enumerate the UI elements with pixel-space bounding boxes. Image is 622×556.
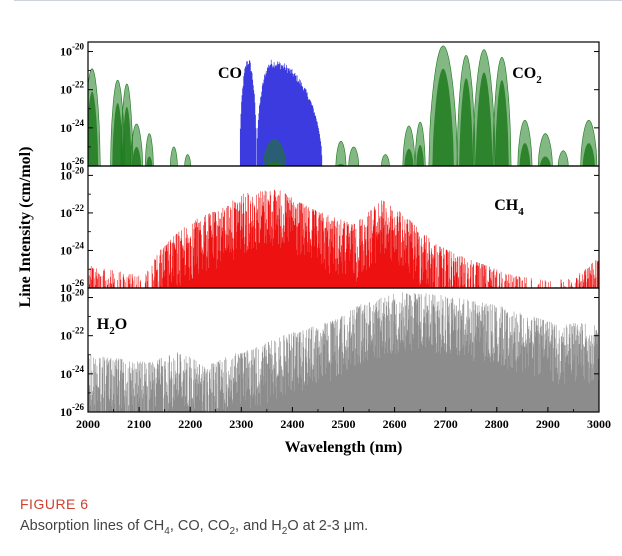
y-tick-label: 10-20 bbox=[60, 288, 84, 305]
x-tick-label: 3000 bbox=[587, 417, 611, 431]
x-tick-label: 2300 bbox=[229, 417, 253, 431]
x-tick-label: 2100 bbox=[127, 417, 151, 431]
caption-subscript: 2 bbox=[229, 525, 236, 537]
x-axis-title: Wavelength (nm) bbox=[285, 439, 403, 456]
co2-band-lobe bbox=[184, 154, 192, 166]
caption-text-part: , CO, CO bbox=[169, 518, 230, 534]
figure-caption: FIGURE 6 Absorption lines of CH4, CO, CO… bbox=[20, 496, 610, 537]
caption-text-part: , and H bbox=[235, 518, 282, 534]
y-tick-label: 10-22 bbox=[60, 326, 84, 343]
x-tick-label: 2500 bbox=[332, 417, 356, 431]
caption-text-part: O at 2-3 μm. bbox=[287, 518, 369, 534]
co2-band-lobe bbox=[537, 133, 553, 166]
co2-band-lobe bbox=[169, 146, 178, 166]
h2o-lines bbox=[88, 292, 599, 412]
y-tick-label: 10-22 bbox=[60, 80, 84, 97]
caption-subscript: 4 bbox=[164, 525, 170, 537]
x-tick-label: 2900 bbox=[536, 417, 560, 431]
plot-area bbox=[88, 189, 599, 288]
co2-band-core bbox=[519, 143, 531, 166]
caption-text: Absorption lines of CH4, CO, CO2, and H2… bbox=[20, 518, 610, 537]
x-tick-label: 2800 bbox=[485, 417, 509, 431]
figure-top-border bbox=[14, 0, 622, 1]
co2-band-core bbox=[432, 68, 454, 166]
y-tick-label: 10-26 bbox=[60, 156, 84, 173]
co2-band-core bbox=[112, 103, 123, 166]
co2-band-core bbox=[266, 162, 283, 166]
co2-band-lobe bbox=[557, 150, 569, 166]
plot-area bbox=[88, 292, 599, 412]
series-ch4 bbox=[88, 189, 599, 288]
species-label: CO2 bbox=[512, 65, 542, 86]
x-tick-label: 2000 bbox=[76, 417, 100, 431]
y-tick-label: 10-24 bbox=[60, 240, 84, 257]
co-band-lines bbox=[239, 60, 257, 166]
x-tick-label: 2700 bbox=[434, 417, 458, 431]
co2-band-core bbox=[131, 146, 142, 166]
co2-band-core bbox=[582, 143, 595, 166]
x-axis: 2000 2100 2200 2300 2400 2500 2600 2700 2800 2900… bbox=[76, 407, 611, 431]
caption-label: FIGURE 6 bbox=[20, 496, 89, 512]
ch4-lines bbox=[88, 189, 599, 288]
plot-area bbox=[88, 45, 598, 166]
panel-co-co2: 10-26 10-24 10-22 10-20 CO CO2 bbox=[60, 41, 600, 173]
y-tick-label: 10-24 bbox=[60, 364, 84, 381]
species-label: CH4 bbox=[494, 197, 524, 218]
co2-band-core bbox=[540, 156, 551, 166]
co2-band-lobe bbox=[335, 140, 347, 166]
y-tick-label: 10-26 bbox=[60, 402, 84, 419]
x-tick-label: 2200 bbox=[178, 417, 202, 431]
co2-band-lobe bbox=[144, 133, 154, 166]
co2-band-core bbox=[495, 80, 509, 166]
y-tick-label: 10-22 bbox=[60, 203, 84, 220]
co2-band-lobe bbox=[348, 146, 360, 166]
co2-band-lobe bbox=[380, 154, 390, 166]
co2-band-lobe bbox=[262, 138, 287, 166]
co2-band-core bbox=[475, 72, 493, 166]
co2-band-core bbox=[122, 106, 132, 166]
y-tick-label: 10-20 bbox=[60, 165, 84, 182]
co2-band-core bbox=[88, 91, 99, 166]
series-co2 bbox=[88, 45, 598, 166]
x-tick-label: 2400 bbox=[280, 417, 304, 431]
y-axis-title: Line Intensity (cm/mol) bbox=[17, 147, 34, 308]
co2-band-core bbox=[459, 78, 473, 166]
y-tick-label: 10-26 bbox=[60, 278, 84, 295]
y-tick-label: 10-24 bbox=[60, 118, 84, 135]
species-label: CO bbox=[218, 65, 242, 82]
series-co bbox=[239, 59, 323, 166]
series-h2o bbox=[88, 292, 599, 412]
species-label: H2O bbox=[97, 316, 127, 337]
panel-ch4: 10-26 10-24 10-22 10-20 CH4 bbox=[60, 165, 600, 295]
caption-text-part: Absorption lines of CH bbox=[20, 518, 165, 534]
y-tick-label: 10-20 bbox=[60, 42, 84, 59]
co2-band-core bbox=[416, 145, 424, 166]
x-tick-label: 2600 bbox=[383, 417, 407, 431]
panel-h2o: 10-26 10-24 10-22 10-20 H2O bbox=[60, 287, 600, 419]
co2-band-core bbox=[146, 156, 153, 166]
co-band-lines bbox=[256, 59, 323, 166]
absorption-chart: 10-26 10-24 10-22 10-20 CO CO2 10-26 10-24 10-22… bbox=[17, 41, 611, 456]
co2-band-core bbox=[404, 148, 414, 166]
caption-subscript: 2 bbox=[281, 525, 288, 537]
